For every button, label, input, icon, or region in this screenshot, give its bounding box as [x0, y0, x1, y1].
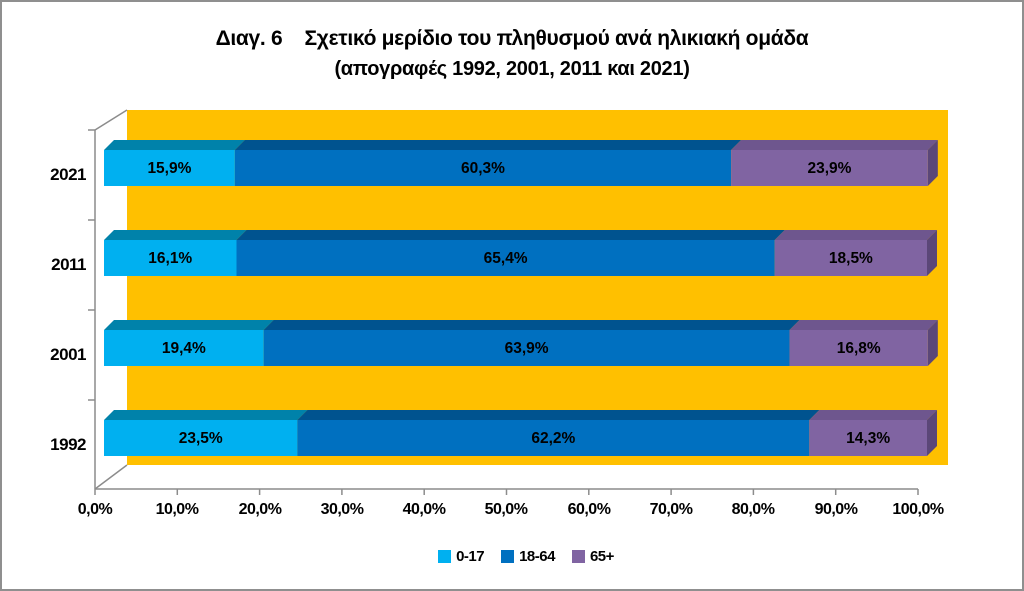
- bar-value-label-65+-2011: 18,5%: [829, 250, 873, 267]
- x-axis-tick-label-60: 60,0%: [567, 501, 611, 518]
- bar-segment-18-64-2001: [263, 330, 790, 366]
- legend-item-18-64: 18-64: [501, 548, 555, 565]
- bar-top-bevel-18-64-2021: [234, 140, 742, 150]
- wall-edge-bottom: [94, 464, 128, 490]
- bar-segment-18-64-2011: [236, 240, 775, 276]
- bar-segment-0-17-2001: [104, 330, 264, 366]
- bar-side-face-2011: [927, 230, 937, 276]
- bar-segment-65+-2021: [731, 150, 928, 186]
- x-axis-tick-label-10: 10,0%: [155, 501, 199, 518]
- bar-segment-18-64-1992: [297, 420, 810, 456]
- bar-segment-65+-2001: [789, 330, 928, 366]
- x-axis-tick-label-50: 50,0%: [484, 501, 528, 518]
- y-axis-label-2011: 2011: [51, 255, 86, 274]
- bar-top-bevel-0-17-1992: [104, 410, 308, 420]
- bar-segment-65+-1992: [809, 420, 927, 456]
- chart-title-line2: (απογραφές 1992, 2001, 2011 και 2021): [334, 58, 690, 80]
- legend-swatch-18-64-icon: [501, 550, 515, 563]
- bar-value-label-0-17-1992: 23,5%: [179, 430, 223, 447]
- bar-value-label-0-17-2021: 15,9%: [147, 160, 191, 177]
- bar-segment-65+-2011: [774, 240, 927, 276]
- bar-value-label-18-64-2011: 65,4%: [484, 250, 528, 267]
- legend-item-65plus: 65+: [571, 548, 614, 565]
- bar-top-bevel-65+-2001: [789, 320, 938, 330]
- legend-label-18-64: 18-64: [519, 548, 555, 565]
- bar-top-bevel-18-64-1992: [297, 410, 820, 420]
- x-axis-tick-label-30: 30,0%: [320, 501, 364, 518]
- bar-top-bevel-65+-1992: [809, 410, 937, 420]
- bar-segment-0-17-1992: [104, 420, 298, 456]
- chart-legend: 0-17 18-64 65+: [16, 548, 1022, 565]
- bar-value-label-18-64-2021: 60,3%: [461, 160, 505, 177]
- bar-side-face-2021: [927, 140, 938, 186]
- x-axis-tick-label-20: 20,0%: [238, 501, 282, 518]
- legend-label-65plus: 65+: [589, 548, 614, 565]
- bar-segment-18-64-2021: [234, 150, 732, 186]
- bar-value-label-18-64-1992: 62,2%: [531, 430, 575, 447]
- y-axis-label-2021: 2021: [50, 165, 86, 184]
- bar-segment-0-17-2021: [104, 150, 235, 186]
- bar-side-face-1992: [927, 410, 937, 456]
- bar-value-label-65+-2001: 16,8%: [837, 340, 881, 357]
- bar-top-bevel-18-64-2001: [263, 320, 800, 330]
- x-axis-tick-label-80: 80,0%: [731, 501, 775, 518]
- x-axis-tick-label-70: 70,0%: [649, 501, 693, 518]
- bar-value-label-65+-1992: 14,3%: [846, 430, 890, 447]
- wall-edge-top: [94, 109, 128, 131]
- legend-label-0-17: 0-17: [456, 548, 485, 565]
- bar-value-label-18-64-2001: 63,9%: [505, 340, 549, 357]
- chart-title-line1: Διαγ. 6 Σχετικό μερίδιο του πληθυσμού αν…: [215, 27, 809, 50]
- bar-segment-0-17-2011: [104, 240, 237, 276]
- chart-title: Διαγ. 6 Σχετικό μερίδιο του πληθυσμού αν…: [2, 24, 1022, 84]
- x-axis-tick-label-90: 90,0%: [814, 501, 858, 518]
- bar-value-label-65+-2021: 23,9%: [807, 160, 851, 177]
- bar-value-label-0-17-2011: 16,1%: [148, 250, 192, 267]
- y-axis-label-2001: 2001: [50, 345, 86, 364]
- legend-swatch-0-17-icon: [438, 550, 452, 563]
- y-axis-label-1992: 1992: [50, 435, 86, 454]
- bar-top-bevel-65+-2011: [774, 230, 937, 240]
- bar-top-bevel-0-17-2001: [104, 320, 274, 330]
- bar-value-label-0-17-2001: 19,4%: [162, 340, 206, 357]
- legend-item-0-17: 0-17: [438, 548, 485, 565]
- bar-top-bevel-18-64-2011: [236, 230, 785, 240]
- bar-top-bevel-0-17-2011: [104, 230, 247, 240]
- x-axis-tick-label-40: 40,0%: [402, 501, 446, 518]
- x-axis-tick-label-0: 0,0%: [77, 501, 113, 518]
- bar-top-bevel-0-17-2021: [104, 140, 245, 150]
- x-axis-tick-label-100: 100,0%: [892, 501, 944, 518]
- bar-side-face-2001: [927, 320, 938, 366]
- bar-top-bevel-65+-2021: [731, 140, 938, 150]
- legend-swatch-65plus-icon: [571, 550, 585, 563]
